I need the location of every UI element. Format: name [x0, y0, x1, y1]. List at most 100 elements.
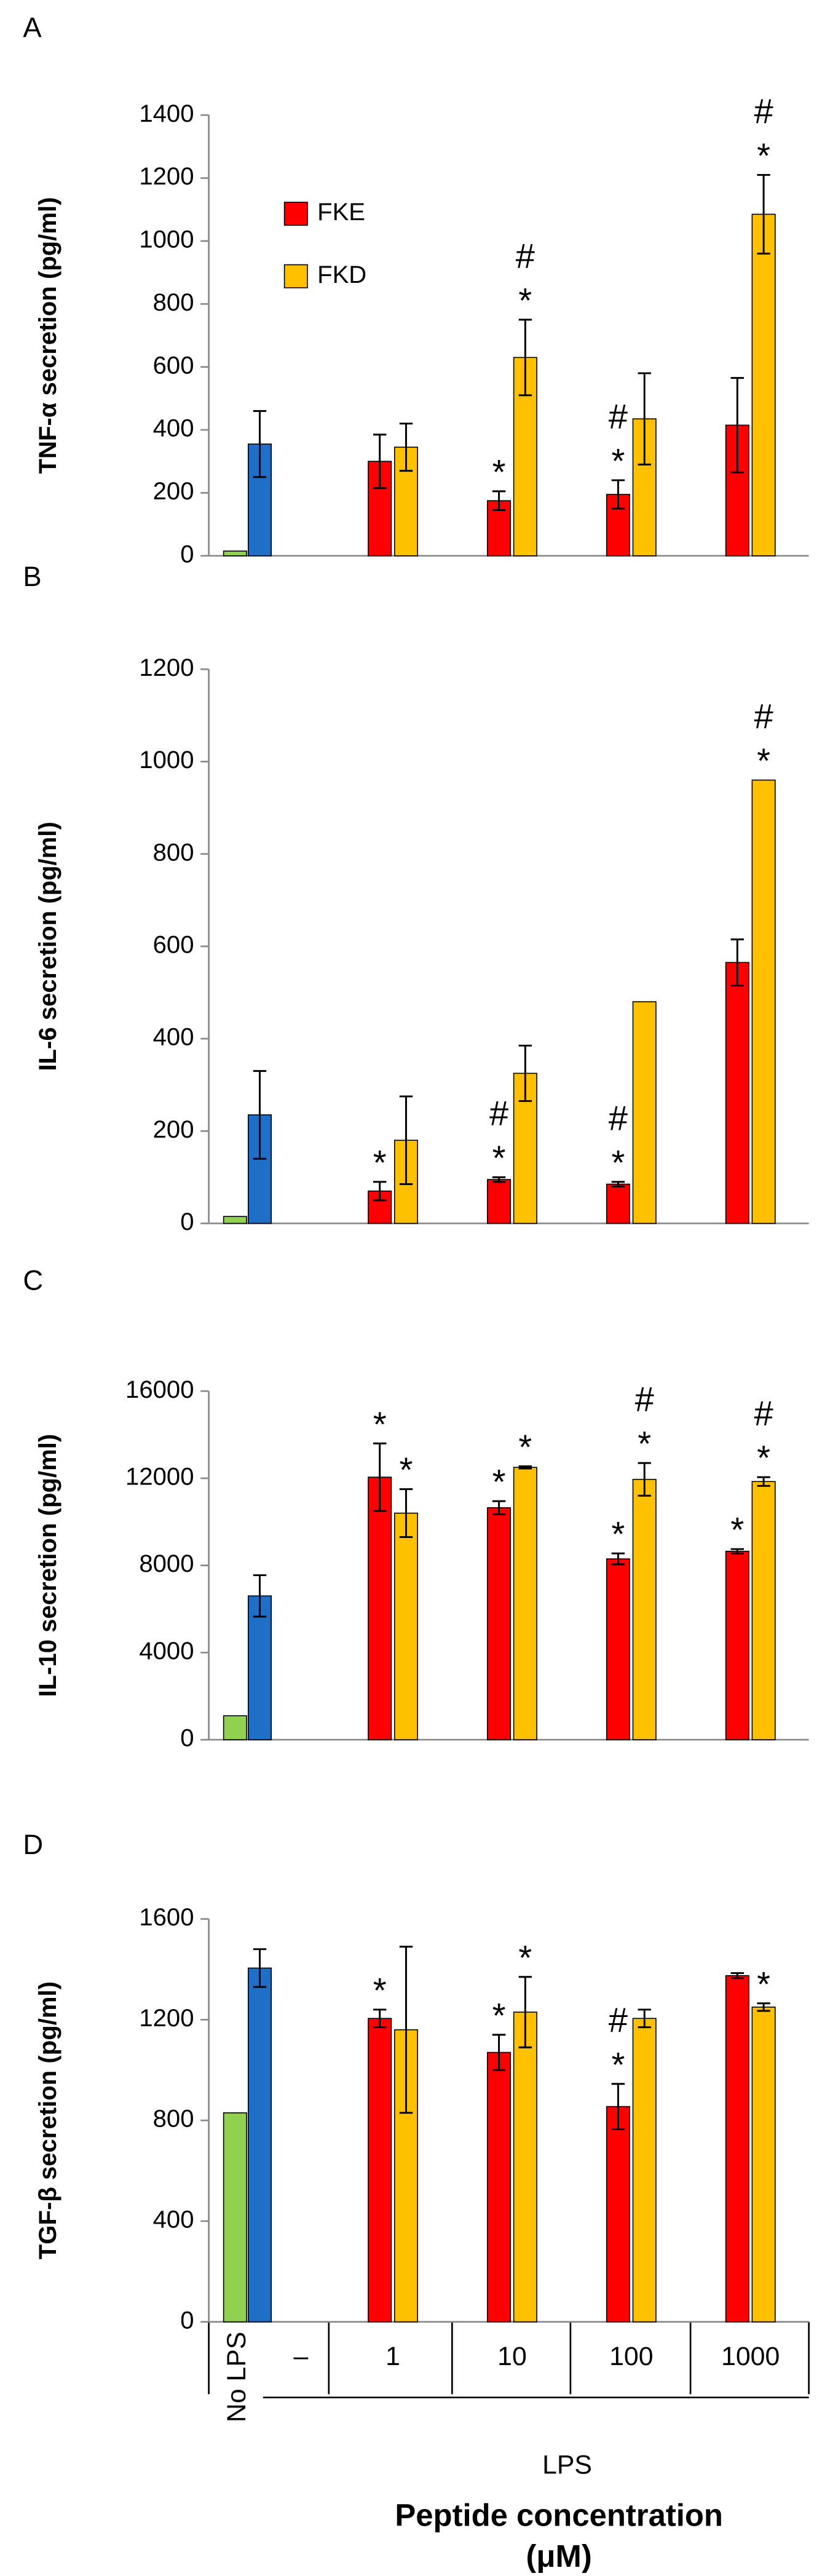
error-bar	[518, 319, 532, 397]
significance-marker: *	[638, 1424, 651, 1463]
significance-marker: #	[609, 397, 628, 436]
bar	[247, 1595, 272, 1740]
legend-label: FKE	[317, 199, 365, 226]
bar	[632, 1478, 657, 1740]
bar	[751, 2007, 776, 2323]
error-bar	[492, 1176, 506, 1183]
bar	[751, 779, 776, 1224]
error-bar	[399, 422, 413, 472]
error-bar	[730, 1972, 744, 1980]
y-tick-label: 1200	[139, 654, 194, 681]
error-bar	[399, 1488, 413, 1539]
error-bar	[253, 1948, 267, 1988]
error-bar	[638, 372, 651, 466]
bar	[223, 2112, 247, 2323]
significance-marker: *	[730, 1510, 744, 1549]
bar	[247, 1967, 272, 2323]
significance-marker: *	[492, 1462, 506, 1501]
significance-marker: *	[611, 442, 625, 480]
y-tick-label: 8000	[139, 1550, 194, 1577]
significance-marker: *	[611, 2045, 625, 2084]
bar	[487, 1179, 512, 1224]
error-bar	[638, 2008, 651, 2029]
error-bar	[611, 479, 625, 510]
x-category-label: 1	[385, 2342, 400, 2371]
y-axis-label: IL-10 secretion (pg/ml)	[34, 1434, 61, 1697]
error-bar	[492, 2034, 506, 2071]
bar	[725, 1550, 749, 1740]
y-tick-label: 600	[153, 352, 194, 379]
bar	[606, 1183, 630, 1224]
significance-marker: #	[754, 1394, 773, 1433]
error-bar	[373, 434, 387, 489]
significance-marker: *	[611, 1143, 625, 1182]
y-tick-label: 600	[153, 931, 194, 958]
x-category-label: –	[293, 2342, 308, 2371]
bar	[513, 1467, 537, 1740]
significance-marker: #	[754, 697, 773, 735]
significance-marker: *	[757, 742, 770, 780]
x-category-label: 1000	[721, 2342, 780, 2371]
error-bar	[730, 938, 744, 987]
y-tick-label: 1000	[139, 226, 194, 253]
error-bar	[518, 1976, 532, 2048]
error-bar	[518, 1044, 532, 1102]
y-axis-label: IL-6 secretion (pg/ml)	[34, 822, 61, 1071]
bar	[751, 213, 776, 557]
bar	[725, 1975, 749, 2323]
y-tick-label: 0	[180, 1208, 194, 1235]
y-tick-label: 12000	[125, 1464, 194, 1491]
panel-label: C	[23, 1265, 43, 1296]
error-bar	[253, 1070, 267, 1160]
bar	[223, 1216, 247, 1224]
error-bar	[611, 1552, 625, 1566]
significance-marker: #	[516, 237, 535, 275]
error-bar	[253, 1574, 267, 1618]
y-tick-label: 800	[153, 289, 194, 316]
y-tick-label: 200	[153, 1116, 194, 1143]
bar	[368, 1476, 392, 1740]
y-tick-label: 800	[153, 2106, 194, 2133]
bar	[223, 550, 247, 557]
significance-marker: *	[492, 453, 506, 491]
bar	[751, 1481, 776, 1740]
significance-marker: *	[757, 137, 770, 175]
panel-label: D	[23, 1829, 43, 1860]
x-category-label: 10	[497, 2342, 527, 2371]
significance-marker: *	[492, 1138, 506, 1177]
error-bar	[638, 1462, 651, 1497]
x-axis-table	[208, 2321, 810, 2399]
significance-marker: *	[518, 1428, 532, 1467]
x-title-box: Peptide concentration (μM)	[395, 2499, 723, 2575]
error-bar	[399, 1946, 413, 2114]
group-label: LPS	[542, 2450, 592, 2479]
bar	[606, 1558, 630, 1740]
y-axis-label: TNF-α secretion (pg/ml)	[34, 197, 61, 474]
error-bar	[373, 2008, 387, 2029]
significance-marker: *	[518, 281, 532, 320]
y-tick-label: 0	[180, 2307, 194, 2334]
y-axis-label: TGF-β secretion (pg/ml)	[34, 1981, 61, 2259]
bar	[513, 2011, 537, 2323]
error-bar	[757, 173, 770, 255]
significance-marker: *	[757, 1965, 770, 2003]
significance-marker: *	[757, 1438, 770, 1477]
x-category-label: 100	[609, 2342, 653, 2371]
panel-label: A	[23, 12, 42, 43]
bar	[632, 1001, 657, 1224]
y-tick-label: 1600	[139, 1904, 194, 1931]
y-tick-label: 800	[153, 839, 194, 866]
error-bar	[373, 1181, 387, 1202]
significance-marker: *	[373, 1971, 387, 2010]
panel-label: B	[23, 561, 41, 592]
y-tick-label: 0	[180, 541, 194, 568]
y-tick-label: 16000	[125, 1376, 194, 1403]
bar	[606, 2106, 630, 2323]
y-tick-label: 400	[153, 415, 194, 442]
legend-swatch	[283, 264, 308, 288]
significance-marker: *	[400, 1451, 413, 1489]
significance-marker: *	[373, 1405, 387, 1443]
significance-marker: #	[609, 1099, 628, 1138]
